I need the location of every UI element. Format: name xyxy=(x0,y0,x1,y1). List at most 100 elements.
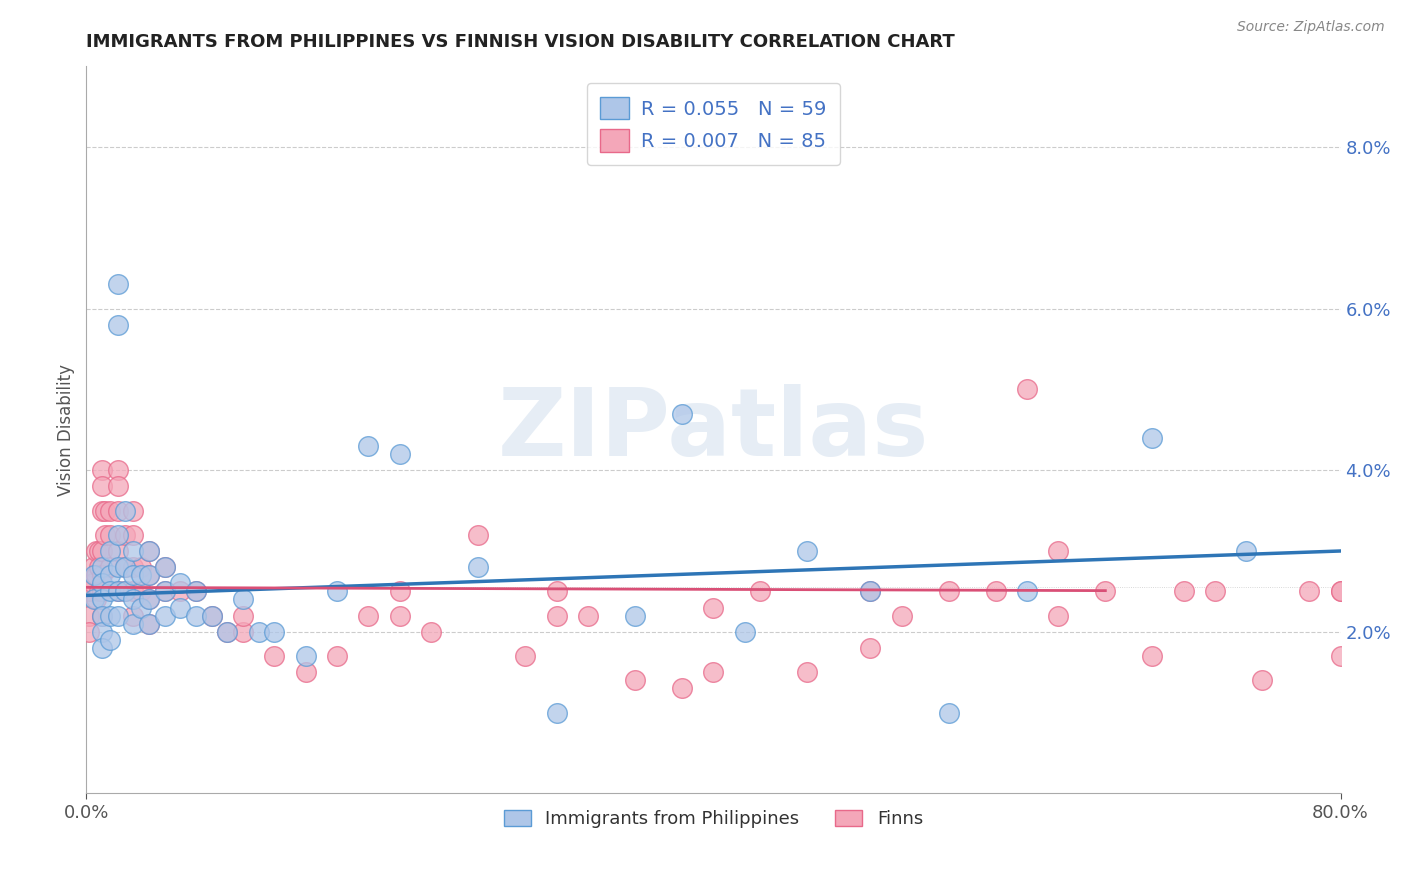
Point xyxy=(91,624,114,639)
Point xyxy=(1142,648,1164,663)
Point xyxy=(388,584,411,599)
Point xyxy=(388,608,411,623)
Point xyxy=(114,528,136,542)
Point xyxy=(138,592,160,607)
Text: ZIPatlas: ZIPatlas xyxy=(498,384,929,475)
Point xyxy=(217,624,239,639)
Point xyxy=(94,503,117,517)
Point xyxy=(859,584,882,599)
Point xyxy=(388,447,411,461)
Point xyxy=(79,608,101,623)
Point xyxy=(294,665,316,680)
Point xyxy=(294,648,316,663)
Point xyxy=(138,616,160,631)
Point xyxy=(98,608,121,623)
Point xyxy=(1236,544,1258,558)
Point xyxy=(114,560,136,574)
Point xyxy=(153,608,176,623)
Point xyxy=(107,560,129,574)
Point xyxy=(107,584,129,599)
Point xyxy=(122,608,145,623)
Point xyxy=(749,584,772,599)
Point xyxy=(107,277,129,292)
Point xyxy=(94,528,117,542)
Point xyxy=(624,673,647,688)
Point xyxy=(82,576,104,591)
Point xyxy=(84,592,107,607)
Y-axis label: Vision Disability: Vision Disability xyxy=(58,364,75,496)
Point xyxy=(98,632,121,647)
Point xyxy=(91,640,114,655)
Point xyxy=(734,624,756,639)
Point xyxy=(91,568,114,582)
Point xyxy=(129,584,152,599)
Point xyxy=(467,528,489,542)
Point xyxy=(79,584,101,599)
Point xyxy=(890,608,912,623)
Point xyxy=(122,616,145,631)
Point xyxy=(153,560,176,574)
Point xyxy=(153,584,176,599)
Point xyxy=(122,503,145,517)
Point xyxy=(1142,431,1164,445)
Point xyxy=(938,584,960,599)
Text: IMMIGRANTS FROM PHILIPPINES VS FINNISH VISION DISABILITY CORRELATION CHART: IMMIGRANTS FROM PHILIPPINES VS FINNISH V… xyxy=(86,33,955,51)
Point xyxy=(87,544,110,558)
Point xyxy=(184,608,207,623)
Point xyxy=(91,592,114,607)
Point xyxy=(138,544,160,558)
Point xyxy=(138,568,160,582)
Point xyxy=(1329,584,1351,599)
Point xyxy=(201,608,224,623)
Point xyxy=(702,600,724,615)
Point xyxy=(201,608,224,623)
Point xyxy=(153,584,176,599)
Point xyxy=(169,584,191,599)
Point xyxy=(357,439,380,453)
Point xyxy=(98,560,121,574)
Point xyxy=(263,648,285,663)
Point xyxy=(114,584,136,599)
Point xyxy=(671,681,693,696)
Point xyxy=(138,544,160,558)
Point xyxy=(1094,584,1116,599)
Point xyxy=(91,463,114,477)
Point xyxy=(91,576,114,591)
Point xyxy=(859,584,882,599)
Point xyxy=(1298,584,1320,599)
Point xyxy=(169,600,191,615)
Point xyxy=(98,544,121,558)
Point xyxy=(467,560,489,574)
Point xyxy=(84,568,107,582)
Point xyxy=(114,503,136,517)
Point xyxy=(326,648,349,663)
Point xyxy=(87,560,110,574)
Point xyxy=(79,624,101,639)
Point xyxy=(122,592,145,607)
Point xyxy=(122,584,145,599)
Point xyxy=(217,624,239,639)
Point xyxy=(122,544,145,558)
Point xyxy=(114,584,136,599)
Point xyxy=(326,584,349,599)
Text: Source: ZipAtlas.com: Source: ZipAtlas.com xyxy=(1237,20,1385,34)
Point xyxy=(138,592,160,607)
Point xyxy=(247,624,270,639)
Point xyxy=(984,584,1007,599)
Point xyxy=(357,608,380,623)
Point xyxy=(1204,584,1226,599)
Point xyxy=(138,616,160,631)
Point xyxy=(1329,584,1351,599)
Point xyxy=(1251,673,1274,688)
Point xyxy=(91,479,114,493)
Point xyxy=(129,600,152,615)
Point xyxy=(129,560,152,574)
Point xyxy=(87,584,110,599)
Point xyxy=(83,568,105,582)
Point xyxy=(91,503,114,517)
Point xyxy=(546,584,568,599)
Point xyxy=(153,560,176,574)
Point xyxy=(859,640,882,655)
Point xyxy=(263,624,285,639)
Point xyxy=(624,608,647,623)
